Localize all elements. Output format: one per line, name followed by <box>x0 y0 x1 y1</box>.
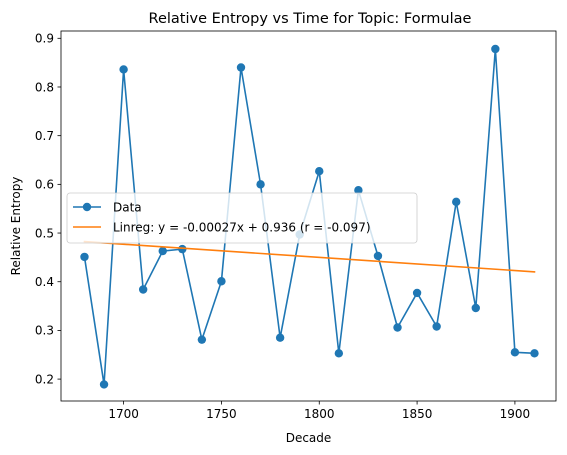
data-point <box>472 304 480 312</box>
y-tick-label: 0.5 <box>35 226 54 240</box>
data-point <box>530 349 538 357</box>
data-point <box>256 180 264 188</box>
y-tick-label: 0.9 <box>35 32 54 46</box>
data-point <box>80 253 88 261</box>
y-tick-label: 0.3 <box>35 324 54 338</box>
data-point <box>413 289 421 297</box>
data-point <box>315 167 323 175</box>
y-axis-label: Relative Entropy <box>9 177 23 276</box>
data-point <box>335 349 343 357</box>
data-point <box>159 247 167 255</box>
y-tick-label: 0.4 <box>35 275 54 289</box>
legend-entry-label: Linreg: y = -0.00027x + 0.936 (r = -0.09… <box>113 220 371 234</box>
x-tick-label: 1750 <box>206 407 237 421</box>
data-point <box>139 285 147 293</box>
data-point <box>432 322 440 330</box>
legend-entry-label: Data <box>113 200 142 214</box>
data-point <box>511 348 519 356</box>
data-point <box>198 335 206 343</box>
data-point <box>119 65 127 73</box>
y-tick-label: 0.6 <box>35 178 54 192</box>
data-point <box>276 334 284 342</box>
x-tick-label: 1800 <box>304 407 335 421</box>
data-point <box>237 63 245 71</box>
data-point <box>393 323 401 331</box>
data-point <box>217 277 225 285</box>
chart-title: Relative Entropy vs Time for Topic: Form… <box>149 11 472 27</box>
x-tick-label: 1850 <box>402 407 433 421</box>
x-tick-label: 1700 <box>108 407 139 421</box>
data-point <box>374 252 382 260</box>
y-tick-label: 0.8 <box>35 80 54 94</box>
y-tick-label: 0.2 <box>35 372 54 386</box>
x-axis-label: Decade <box>286 431 332 445</box>
x-tick-label: 1900 <box>500 407 531 421</box>
legend: Data Linreg: y = -0.00027x + 0.936 (r = -… <box>67 193 417 243</box>
data-point <box>100 380 108 388</box>
data-point <box>452 198 460 206</box>
legend-swatch-marker <box>83 203 91 211</box>
y-tick-label: 0.7 <box>35 129 54 143</box>
data-point <box>491 45 499 53</box>
